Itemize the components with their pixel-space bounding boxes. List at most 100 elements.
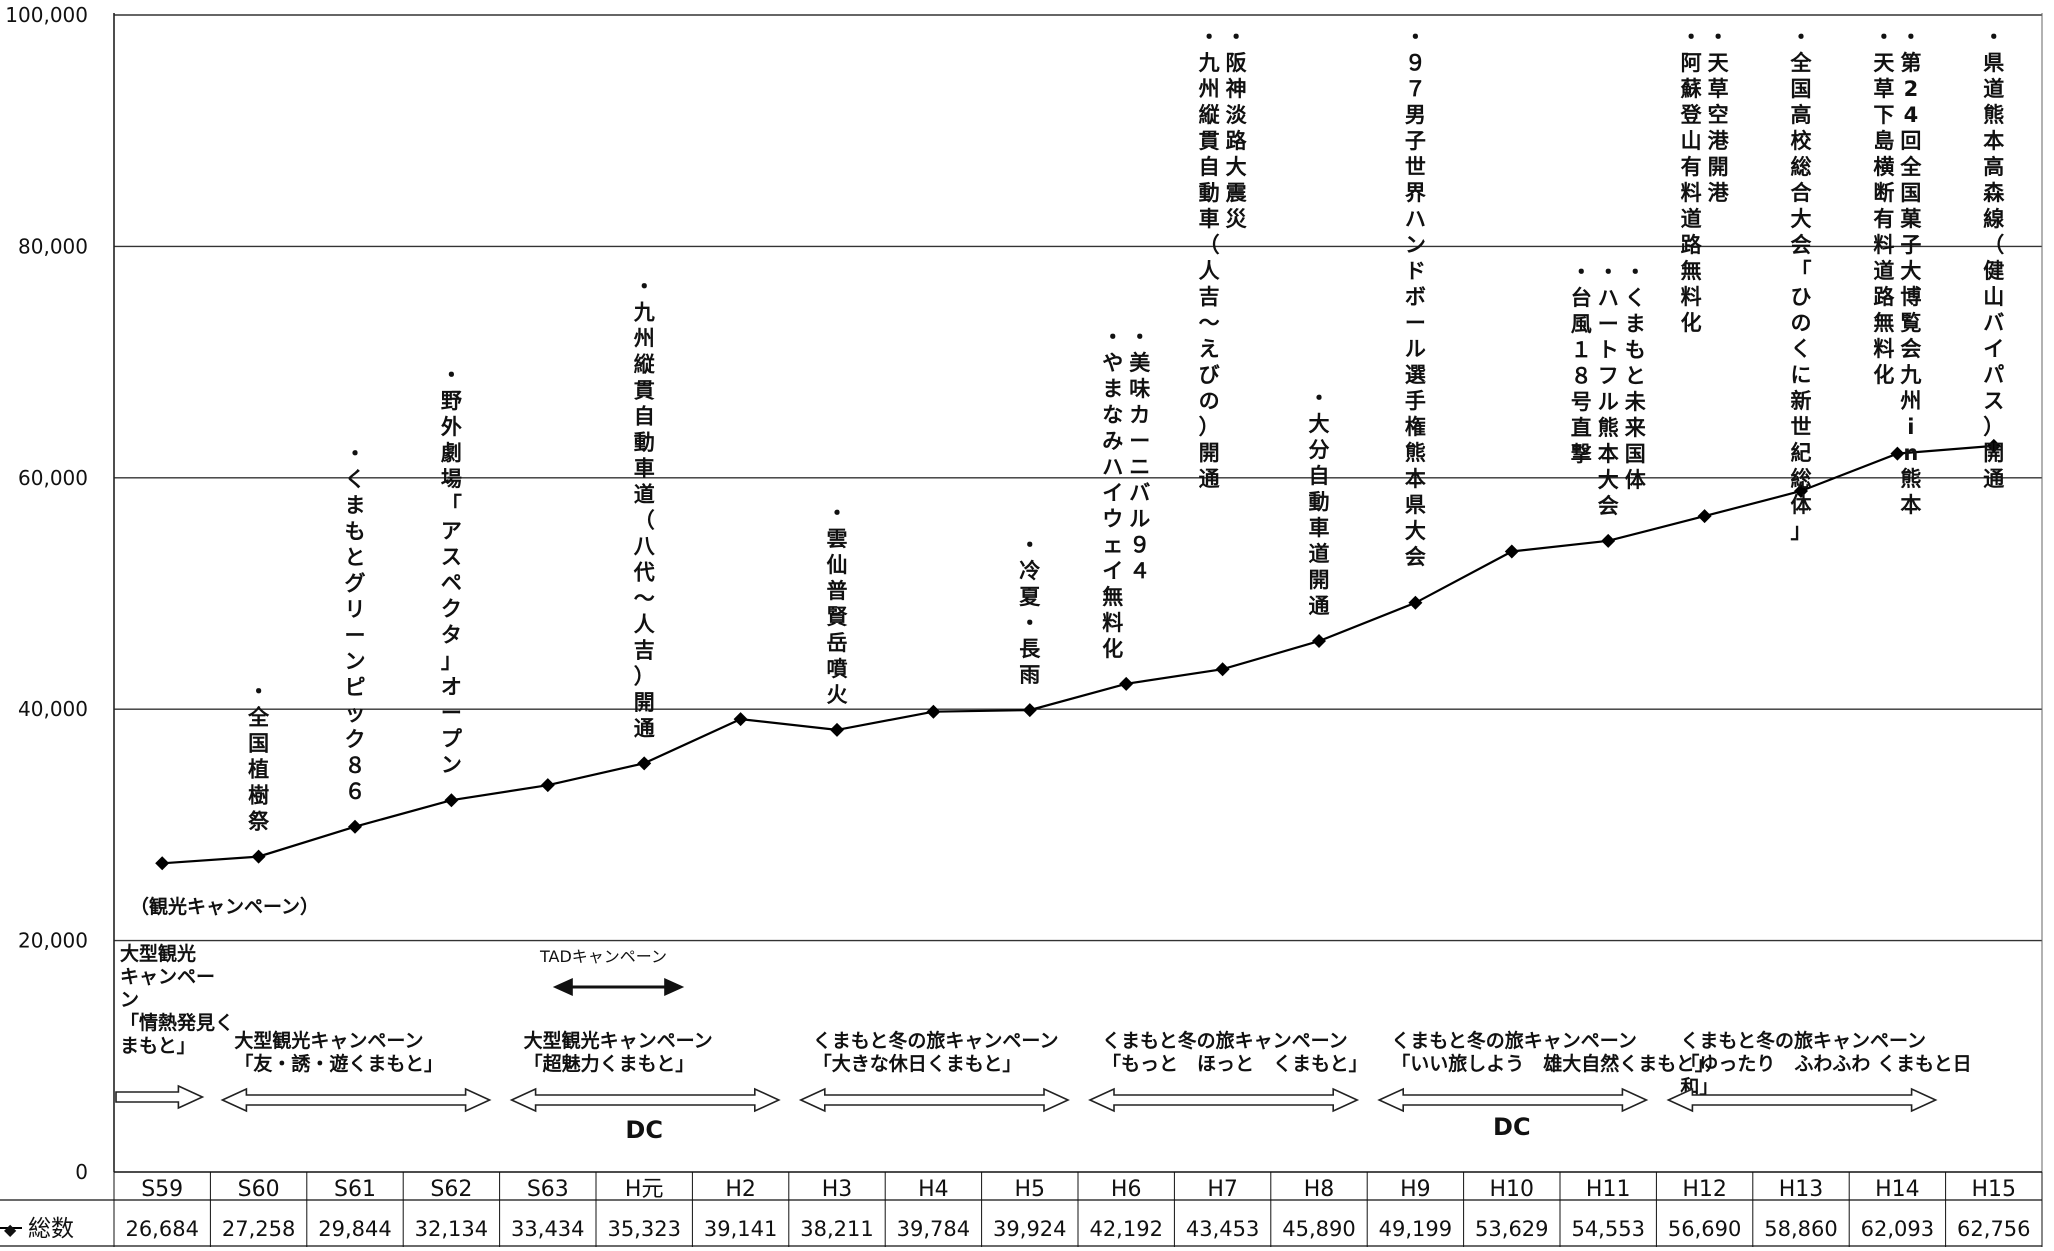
x-category-label: H12	[1682, 1177, 1727, 1202]
dc-label: DC	[625, 1116, 663, 1144]
event-annotation: ・九州縦貫自動車道（八代～人吉）開通	[633, 274, 656, 740]
event-annotation: ・県道熊本高森線（健山バイパス）開通	[1983, 25, 2005, 491]
series-line	[162, 444, 1994, 865]
campaign-label: キャンペー	[120, 966, 215, 988]
data-value-label: 53,629	[1475, 1217, 1548, 1241]
data-value-label: 39,141	[704, 1217, 777, 1241]
event-annotation: ・雲仙普賢岳噴火	[827, 501, 849, 707]
campaign-label: まもと」	[120, 1035, 196, 1057]
dc-label: DC	[1493, 1113, 1531, 1141]
event-annotation: ・九州縦貫自動車（人吉～えびの）開通	[1198, 25, 1221, 491]
event-annotation: ・大分自動車道開通	[1309, 386, 1330, 618]
data-point-marker	[348, 819, 362, 834]
campaign-arrow	[509, 1087, 781, 1113]
legend-marker: ◆	[4, 1220, 17, 1239]
data-point-marker	[1408, 595, 1423, 610]
event-annotation: ・台風１８号直撃	[1571, 260, 1592, 466]
x-category-label: H3	[822, 1177, 853, 1202]
x-category-label: H14	[1875, 1177, 1920, 1202]
tad-campaign-label: TADキャンペーン	[539, 947, 667, 966]
event-annotation: ・野外劇場「アスペクタ」オープン	[441, 363, 463, 777]
data-point-marker	[1986, 438, 2001, 453]
campaign-arrow	[1377, 1087, 1649, 1113]
campaign-arrow	[1666, 1087, 1938, 1113]
event-annotation: ・くまもと未来国体	[1625, 260, 1647, 492]
data-point-marker	[1890, 446, 1905, 461]
event-annotation: ・天草下島横断有料道路無料化	[1873, 25, 1895, 387]
data-point-marker	[155, 856, 170, 871]
data-point-marker	[1697, 509, 1712, 524]
event-annotation: ・美味カーニバル９４	[1129, 325, 1150, 583]
data-value-label: 39,784	[897, 1217, 970, 1241]
event-annotation: ・９７男子世界ハンドボール選手権熊本県大会	[1405, 25, 1426, 569]
event-annotation: ・ハートフル熊本大会	[1598, 260, 1619, 518]
data-point-marker	[926, 704, 941, 719]
campaign-label: 「もっと ほっと くまもと」	[1102, 1052, 1368, 1075]
y-tick-label: 60,000	[18, 466, 88, 490]
campaign-arrow	[1088, 1087, 1360, 1113]
data-point-marker	[1119, 676, 1134, 691]
y-tick-label: 80,000	[18, 234, 88, 258]
event-annotation: ・天草空港開港	[1708, 25, 1730, 205]
x-category-label: H11	[1586, 1177, 1631, 1202]
x-category-label: H6	[1111, 1177, 1142, 1202]
x-category-label: H2	[725, 1177, 756, 1202]
x-category-label: H4	[918, 1177, 949, 1202]
x-category-label: S59	[141, 1177, 183, 1202]
campaign-label: 「大きな休日くまもと」	[813, 1052, 1022, 1075]
x-category-label: H7	[1207, 1177, 1238, 1202]
x-category-label: H5	[1015, 1177, 1046, 1202]
x-category-label: H9	[1400, 1177, 1431, 1202]
data-value-label: 42,192	[1089, 1217, 1162, 1241]
data-value-label: 43,453	[1186, 1217, 1259, 1241]
y-tick-label: 0	[75, 1160, 88, 1184]
data-point-marker	[830, 722, 844, 737]
data-value-label: 62,756	[1957, 1217, 2030, 1241]
campaign-label: くまもと冬の旅キャンペーン	[813, 1029, 1059, 1052]
data-point-marker	[1022, 703, 1037, 718]
x-category-label: H元	[625, 1177, 664, 1202]
x-category-label: S60	[238, 1177, 280, 1202]
y-tick-label: 100,000	[5, 3, 88, 27]
data-value-label: 26,684	[125, 1217, 198, 1241]
data-point-marker	[1215, 662, 1230, 677]
campaign-label: くまもと冬の旅キャンペーン	[1680, 1029, 1926, 1052]
x-category-label: S63	[527, 1177, 569, 1202]
data-value-label: 29,844	[318, 1217, 391, 1241]
x-category-label: H8	[1304, 1177, 1335, 1202]
x-category-label: S61	[334, 1177, 376, 1202]
event-annotation: ・阿蘇登山有料道路無料化	[1680, 25, 1703, 335]
event-annotation: ・全国植樹祭	[247, 680, 270, 834]
data-point-marker	[540, 778, 555, 793]
campaign-label: ン	[120, 989, 139, 1011]
data-value-label: 35,323	[607, 1217, 680, 1241]
event-annotation: ・やまなみハイウェイ無料化	[1102, 325, 1123, 661]
campaign-arrow	[220, 1087, 492, 1113]
event-annotation: ・第 2 4 回全国菓子大博覧会九州 i n 熊本	[1899, 25, 1922, 517]
data-value-label: 54,553	[1571, 1217, 1644, 1241]
data-point-marker	[1312, 634, 1326, 649]
campaign-label: 大型観光キャンペーン	[524, 1029, 713, 1052]
campaign-label: 大型観光キャンペーン	[234, 1029, 423, 1052]
data-value-label: 32,134	[415, 1217, 488, 1241]
data-value-label: 58,860	[1764, 1217, 1837, 1241]
x-category-label: H13	[1779, 1177, 1824, 1202]
campaign-label: 「友・誘・遊くまもと」	[234, 1052, 443, 1075]
data-point-marker	[1601, 533, 1616, 548]
campaign-label: くまもと冬の旅キャンペーン	[1102, 1029, 1348, 1052]
event-annotation: ・くまもとグリーンピック８６	[345, 442, 366, 804]
data-value-label: 45,890	[1282, 1217, 1355, 1241]
tad-arrow-head-right	[664, 978, 685, 996]
data-value-label: 38,211	[800, 1217, 873, 1241]
data-value-label: 39,924	[993, 1217, 1066, 1241]
data-point-marker	[1504, 544, 1519, 559]
data-value-label: 62,093	[1861, 1217, 1934, 1241]
campaign-label: 大型観光	[120, 942, 196, 965]
x-category-label: S62	[430, 1177, 472, 1202]
campaign-label: 「いい旅しよう 雄大自然くまもと」	[1391, 1052, 1714, 1075]
campaign-arrow	[798, 1087, 1070, 1113]
campaign-label: 「超魅力くまもと」	[524, 1052, 695, 1075]
kanko-campaign-label: （観光キャンペーン）	[130, 895, 319, 918]
data-value-label: 33,434	[511, 1217, 584, 1241]
